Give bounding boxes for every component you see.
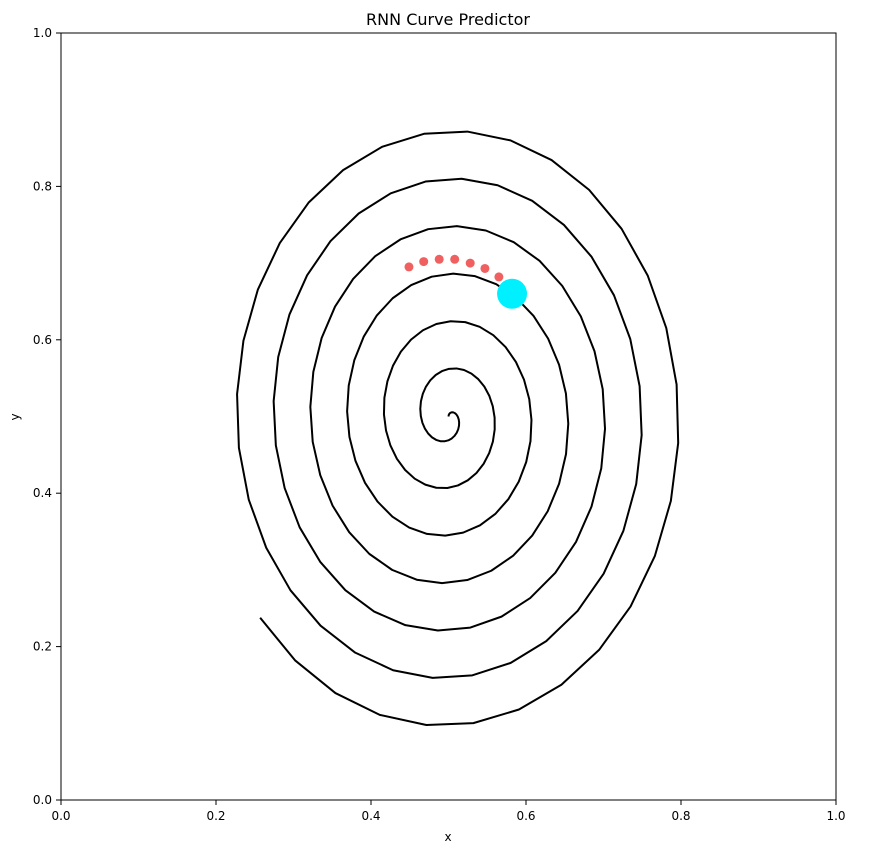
y-tick-label: 0.4 <box>33 486 52 500</box>
predicted-point <box>419 257 429 267</box>
predicted-point <box>434 254 444 264</box>
spiral-curve-line <box>236 130 680 726</box>
x-tick-label: 1.0 <box>826 809 845 823</box>
axes: 0.0 0.2 0.4 0.6 0.8 1.0 0.0 0.2 0.4 0.6 0.8 1.0 <box>33 26 846 823</box>
x-tick-label: 0.8 <box>671 809 690 823</box>
y-axis-label: y <box>8 413 22 420</box>
predicted-point <box>450 254 460 264</box>
x-tick-label: 0.4 <box>361 809 380 823</box>
predicted-point <box>494 272 504 282</box>
x-tick-label: 0.2 <box>206 809 225 823</box>
current-position-marker <box>497 278 528 309</box>
x-tick-label: 0.6 <box>516 809 535 823</box>
predicted-point <box>465 258 475 268</box>
predicted-point <box>480 263 490 273</box>
y-tick-label: 1.0 <box>33 26 52 40</box>
axes-frame <box>60 32 837 801</box>
plot-content <box>236 130 680 726</box>
x-axis-label: x <box>444 830 451 844</box>
chart-title: RNN Curve Predictor <box>366 10 530 29</box>
y-tick-label: 0.2 <box>33 640 52 654</box>
predicted-point <box>404 262 414 272</box>
y-tick-label: 0.6 <box>33 333 52 347</box>
y-tick-label: 0.8 <box>33 179 52 193</box>
x-tick-label: 0.0 <box>51 809 70 823</box>
y-tick-label: 0.0 <box>33 793 52 807</box>
plot-area <box>236 130 680 726</box>
